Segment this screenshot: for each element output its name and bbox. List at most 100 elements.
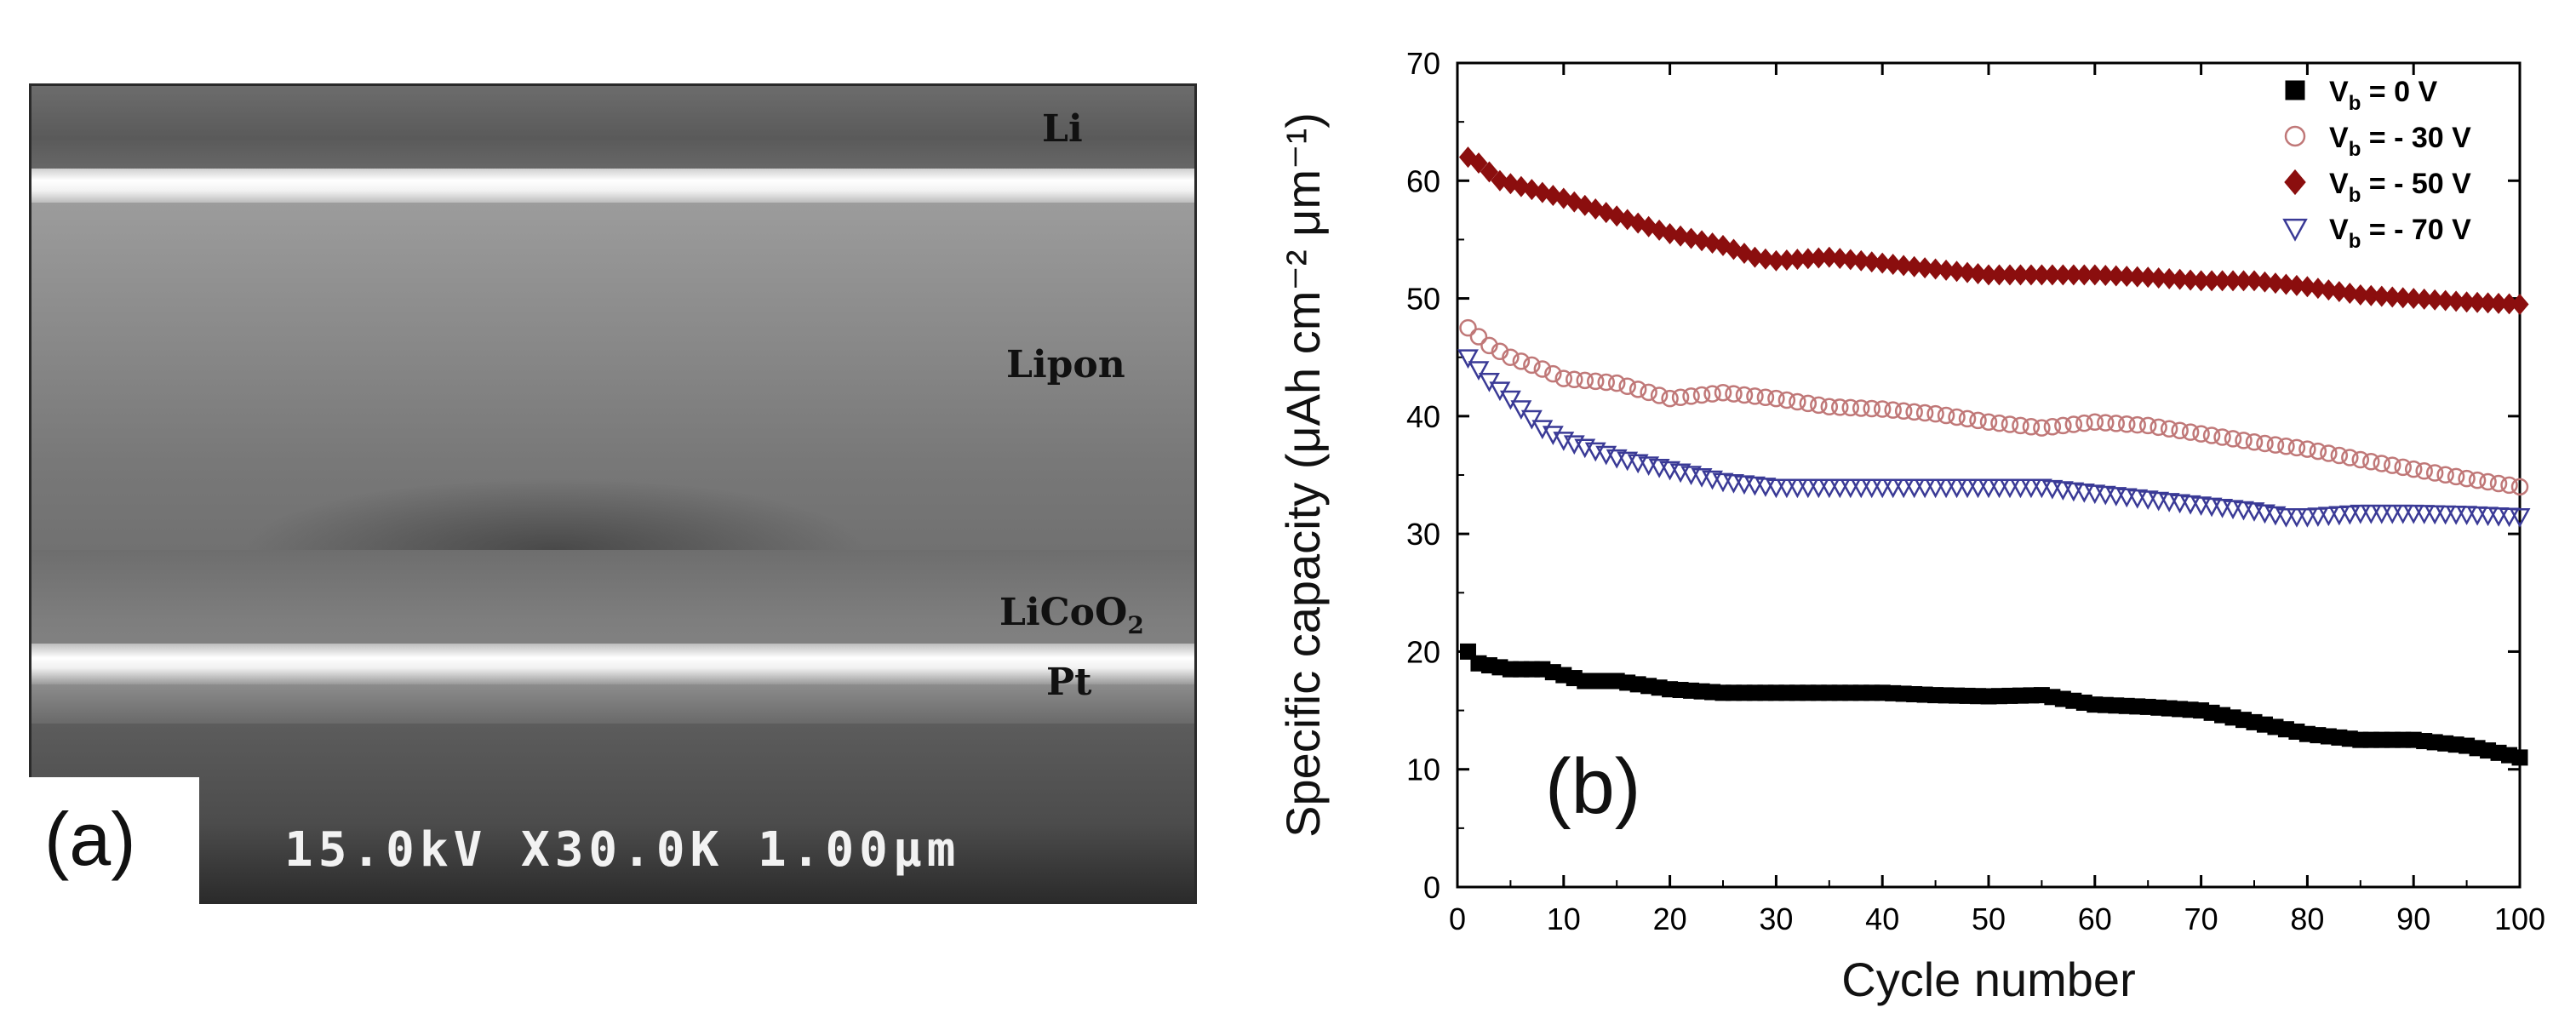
series-1-point (2373, 455, 2391, 472)
series-1-point (2341, 449, 2359, 466)
x-tick-label: 50 (1972, 901, 2006, 936)
series-3-point (2286, 508, 2308, 528)
series-1-point (1799, 394, 1818, 413)
series-1-point (1459, 318, 1477, 337)
label-pt: Pt (1046, 661, 1092, 704)
series-1-point (1725, 385, 1743, 403)
series-1-point (2224, 430, 2242, 448)
series-3-point (2381, 504, 2403, 524)
series-3-point (2350, 504, 2372, 524)
series-2-point (2309, 278, 2327, 300)
panel-b-label: (b) (1545, 743, 1640, 830)
series-1-point (2086, 413, 2104, 432)
legend-marker-1 (2284, 125, 2306, 147)
series-3-point (2402, 504, 2424, 524)
sem-substrate (29, 724, 1197, 904)
series-3-point (1829, 478, 1851, 499)
series-3-point (1499, 390, 1521, 410)
panel-a-label-box: (a) (29, 777, 199, 910)
series-1-point (1746, 387, 1764, 405)
series-1-point (2213, 428, 2231, 446)
series-2-point (1469, 152, 1488, 175)
sem-scale-bar: 15.0kV X30.0K 1.00μm (284, 822, 961, 878)
series-3-point (2020, 478, 2042, 499)
series-1-point (1586, 372, 1605, 391)
series-3-point (1871, 478, 1893, 499)
series-1-point (1692, 386, 1711, 404)
legend-entry-2: Vb = - 50 V (2329, 168, 2471, 207)
series-1-point (2064, 415, 2083, 433)
x-tick-label: 100 (2494, 901, 2545, 936)
series-3-point (1776, 478, 1798, 499)
series-1-point (1863, 399, 1880, 418)
x-axis-label: Cycle number (1841, 953, 2135, 1006)
series-1-point (1607, 374, 1626, 392)
sem-layer-li (29, 83, 1197, 175)
series-1-point (2107, 415, 2126, 432)
series-1-point (2235, 432, 2253, 449)
series-3-point (1861, 478, 1883, 499)
series-3-point (1840, 478, 1862, 499)
series-3-point (2009, 478, 2031, 499)
panel-a-label: (a) (44, 797, 136, 881)
series-3-point (2466, 506, 2488, 526)
series-3-point (1989, 478, 2010, 499)
series-1-point (2489, 474, 2508, 493)
series-2-point (2340, 283, 2359, 304)
y-tick-label: 40 (1406, 399, 1440, 434)
series-1-point (2075, 414, 2093, 432)
series-2-point (1480, 161, 1498, 183)
series-1-point (2394, 458, 2412, 477)
series-3-point (1914, 478, 1936, 499)
series-2-point (1756, 248, 1775, 270)
series-3-point (1903, 478, 1926, 499)
series-1-point (2192, 425, 2210, 443)
series-1-point (1554, 369, 1573, 387)
series-3-point (2456, 506, 2478, 526)
series-1-point (1640, 383, 1657, 402)
series-1-point (1915, 404, 1934, 422)
label-licoo2-base: LiCoO (999, 591, 1128, 634)
y-tick-label: 60 (1406, 163, 1440, 198)
series-1-point (2309, 442, 2327, 461)
series-1-point (1544, 364, 1562, 383)
series-2-point (1745, 246, 1764, 268)
series-1-point (2033, 419, 2051, 437)
series-2-point (1618, 209, 1637, 231)
x-tick-label: 10 (1547, 901, 1581, 936)
series-2-point (1512, 175, 1531, 197)
x-tick-label: 40 (1865, 901, 1899, 936)
series-1-point (1831, 398, 1849, 416)
sem-image: Li Lipon LiCoO2 Pt 15.0kV X30.0K 1.00μm (29, 83, 1197, 904)
label-licoo2-sub: 2 (1127, 610, 1144, 639)
series-1-point (1523, 356, 1541, 375)
series-3-point (1967, 478, 1989, 499)
x-tick-label: 90 (2396, 901, 2430, 936)
series-3-point (2487, 507, 2510, 527)
series-1-point (2097, 414, 2115, 432)
series-1-point (2320, 444, 2338, 462)
series-1-point (1894, 402, 1913, 421)
series-1-point (1618, 377, 1636, 395)
series-3-point (2317, 507, 2339, 527)
y-tick-label: 50 (1406, 282, 1440, 317)
series-3-point (2435, 505, 2457, 525)
series-1-point (1767, 389, 1785, 408)
series-1-point (1491, 342, 1509, 361)
series-2-point (2319, 279, 2338, 301)
series-1-point (2138, 416, 2157, 435)
legend-entry-1: Vb = - 30 V (2329, 122, 2471, 161)
series-3-point (1765, 478, 1787, 499)
series-1-point (1512, 352, 1531, 370)
series-3-point (1457, 349, 1479, 369)
series-1-point (2510, 478, 2529, 496)
series-1-point (2022, 418, 2041, 436)
series-3-point (1797, 478, 1819, 499)
series-1-point (2362, 452, 2380, 471)
series-2-point (2298, 276, 2316, 298)
series-1-point (2117, 415, 2136, 433)
y-axis-label: Specific capacity (μAh cm⁻² μm⁻¹) (1276, 112, 1330, 838)
series-1-point (2479, 472, 2497, 491)
sem-pt-glow (29, 644, 1197, 684)
series-3-point (1818, 478, 1840, 499)
